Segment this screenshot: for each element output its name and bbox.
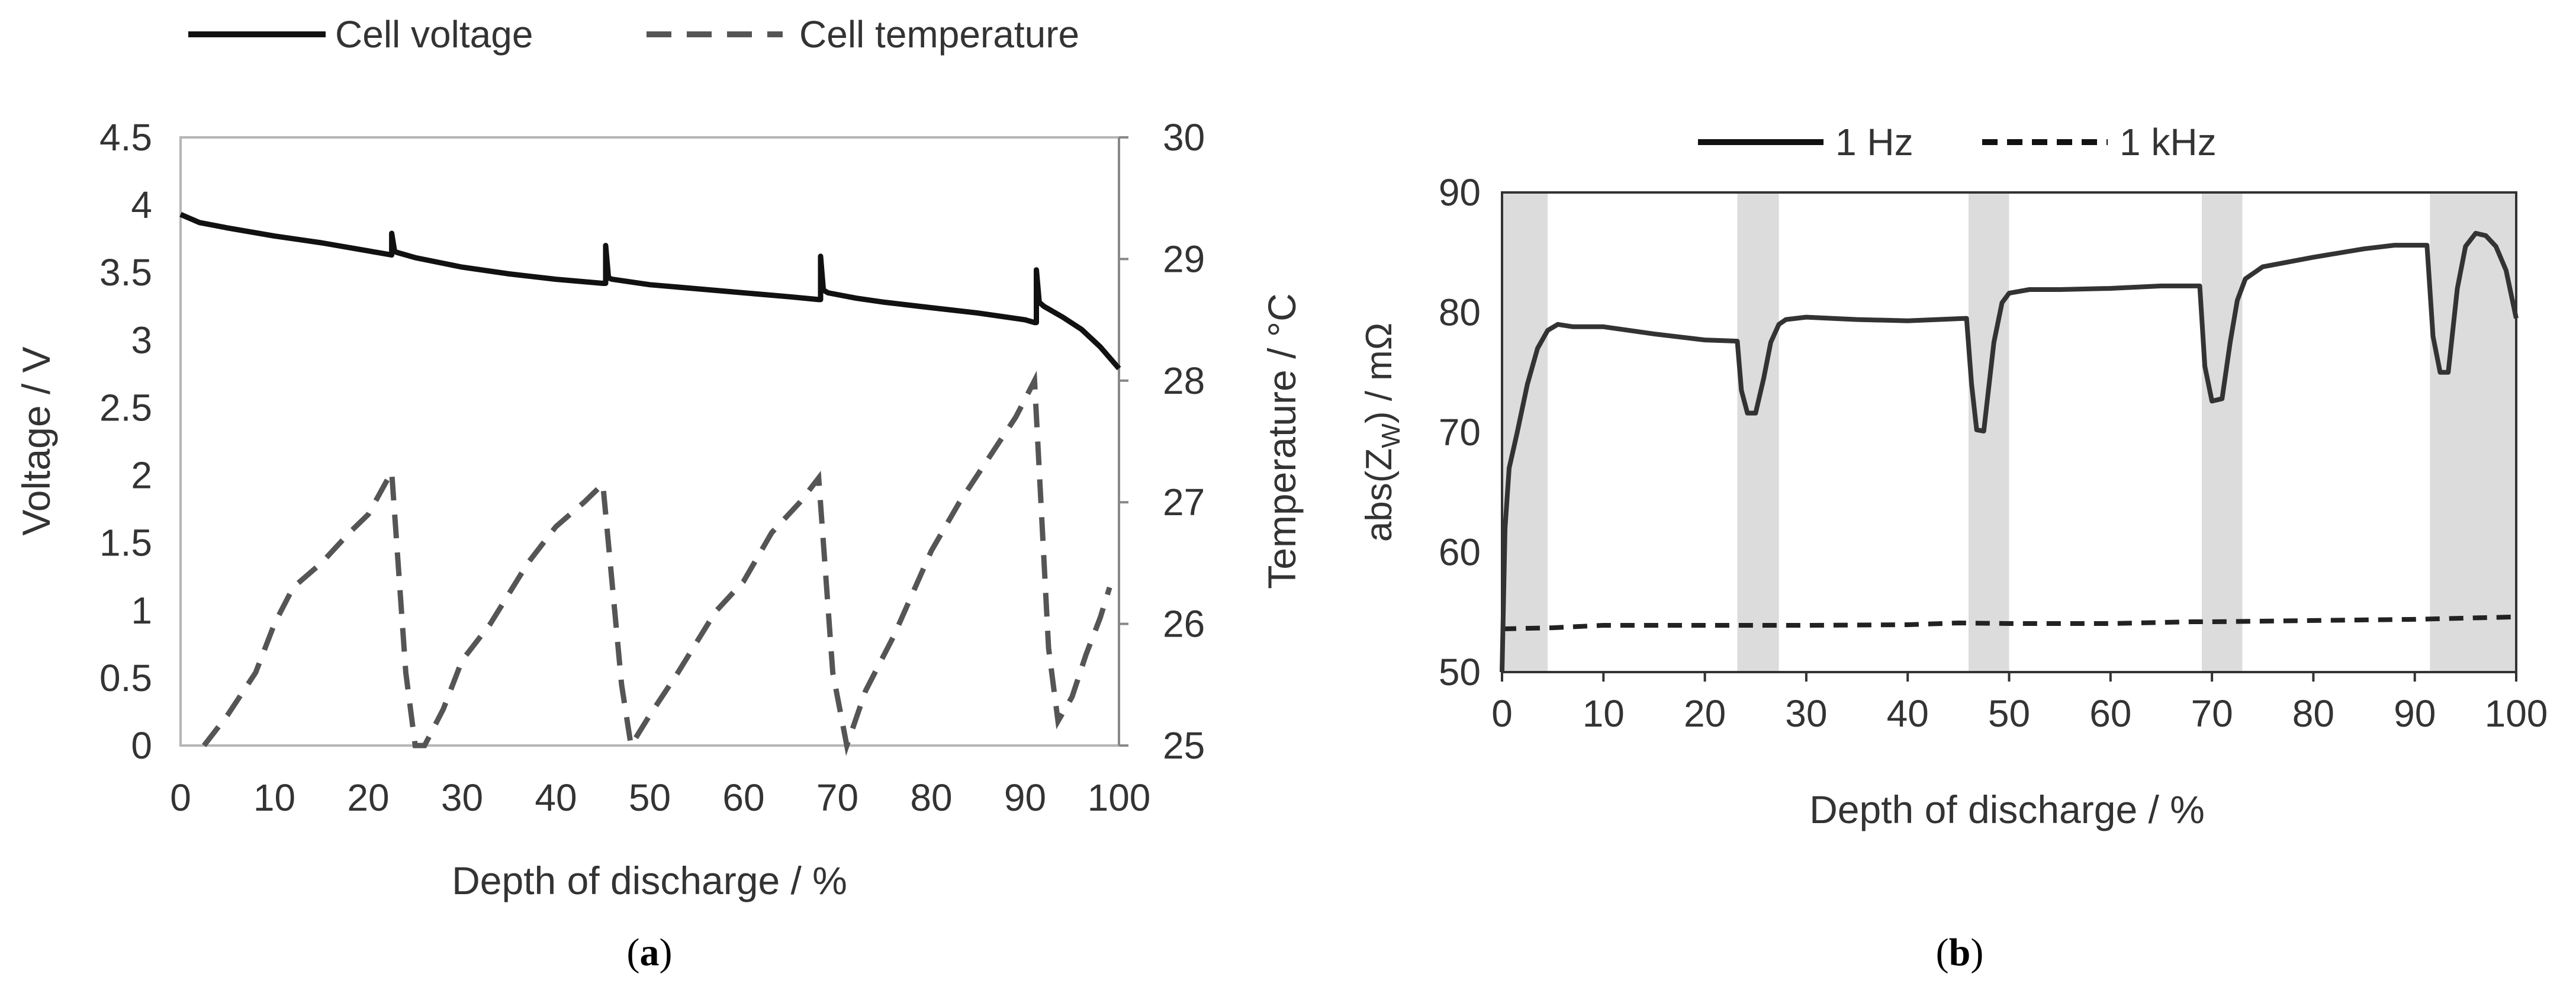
panel-caption-a: (a) [627,931,673,974]
panel-caption-b: (b) [1936,931,1984,974]
y-tick-label-b: 60 [1439,531,1481,574]
y-tick-label-a: 2 [131,454,152,497]
y-axis-ticks-b: 50 60 70 80 90 [1439,171,1481,693]
legend-label-1hz: 1 Hz [1835,121,1913,163]
x-tick-label-a: 90 [1004,776,1046,819]
x-tick-label-b: 10 [1583,692,1625,735]
panel-a: Cell voltage Cell temperature 0 0.5 1 1.5 2 2… [14,13,1304,974]
x-tick-label-a: 50 [629,776,671,819]
x-axis-ticks-b: 0 10 20 30 40 50 60 70 80 90 100 [1491,672,2548,735]
x-tick-label-a: 70 [816,776,858,819]
y2-axis-title-a: Temperature / °C [1260,293,1304,589]
x-tick-label-b: 30 [1785,692,1827,735]
shaded-region-b [1737,192,1779,672]
y-tick-label-a: 3 [131,319,152,361]
y-axis-title-b-suffix: ) / mΩ [1359,323,1400,423]
x-tick-label-a: 30 [441,776,483,819]
y-tick-label-a: 4.5 [99,116,152,159]
shaded-region-b [1502,192,1548,672]
legend-label-1khz: 1 kHz [2120,121,2217,163]
legend-b: 1 Hz 1 kHz [1698,121,2217,163]
y-axis-title-b: abs(ZW) / mΩ [1359,323,1406,542]
legend-a: Cell voltage Cell temperature [188,13,1079,56]
y2-tick-label-a: 26 [1163,603,1205,645]
panel-caption-letter-b: b [1949,931,1971,974]
y2-tick-label-a: 25 [1163,724,1205,767]
y-tick-label-b: 70 [1439,411,1481,454]
x-tick-label-b: 40 [1887,692,1929,735]
panel-b: 1 Hz 1 kHz 50 60 70 80 90 0 10 20 30 40 50 60 70 80 9… [1359,121,2548,974]
y2-tick-label-a: 30 [1163,116,1205,159]
y-tick-label-b: 80 [1439,291,1481,334]
x-tick-label-a: 20 [347,776,389,819]
x-axis-title-b: Depth of discharge / % [1809,788,2205,831]
x-tick-label-b: 0 [1491,692,1513,735]
x-tick-label-b: 60 [2089,692,2131,735]
shaded-region-b [1968,192,2009,672]
x-tick-label-a: 100 [1088,776,1151,819]
series-1khz [1501,614,2517,632]
x-tick-label-b: 100 [2485,692,2548,735]
y-tick-label-b: 50 [1439,651,1481,693]
x-tick-label-b: 90 [2394,692,2436,735]
y2-tick-label-a: 27 [1163,481,1205,523]
y-tick-label-a: 3.5 [99,251,152,294]
y-tick-label-a: 0 [131,724,152,767]
shaded-region-b [2201,192,2243,672]
legend-label-cell-temperature: Cell temperature [799,13,1079,56]
x-tick-label-b: 20 [1684,692,1726,735]
x-tick-label-a: 40 [535,776,577,819]
x-tick-label-a: 80 [910,776,952,819]
x-tick-label-b: 80 [2292,692,2334,735]
x-axis-title-a: Depth of discharge / % [452,859,847,902]
legend-label-cell-voltage: Cell voltage [335,13,533,56]
y2-tick-label-a: 29 [1163,237,1205,280]
y2-tick-label-a: 28 [1163,359,1205,402]
y-axis-title-b-subscript: W [1377,423,1406,448]
y-tick-label-a: 1.5 [99,522,152,564]
y-axis-title-b-prefix: abs(Z [1359,448,1400,542]
shaded-region-b [2430,192,2516,672]
x-axis-ticks-a: 0 10 20 30 40 50 60 70 80 90 100 [170,776,1150,819]
y-tick-label-a: 0.5 [99,657,152,699]
y2-axis-ticks-a: 25 26 27 28 29 30 [1119,116,1205,767]
shaded-regions-b [1502,192,2516,672]
series-cell-voltage [179,211,1121,371]
y-tick-label-a: 4 [131,184,152,226]
x-tick-label-a: 60 [722,776,764,819]
y-tick-label-a: 2.5 [99,386,152,429]
x-tick-label-b: 50 [1988,692,2030,735]
y-tick-label-a: 1 [131,589,152,632]
series-1hz [1500,230,2519,673]
y-tick-label-b: 90 [1439,171,1481,214]
x-tick-label-a: 0 [170,776,191,819]
x-tick-label-b: 70 [2191,692,2233,735]
x-tick-label-a: 10 [253,776,295,819]
panel-caption-letter-a: a [640,931,660,974]
y-axis-ticks-a: 0 0.5 1 1.5 2 2.5 3 3.5 4 4.5 [99,116,152,767]
series-cell-temperature [202,370,1112,756]
y-axis-title-a: Voltage / V [14,346,58,535]
